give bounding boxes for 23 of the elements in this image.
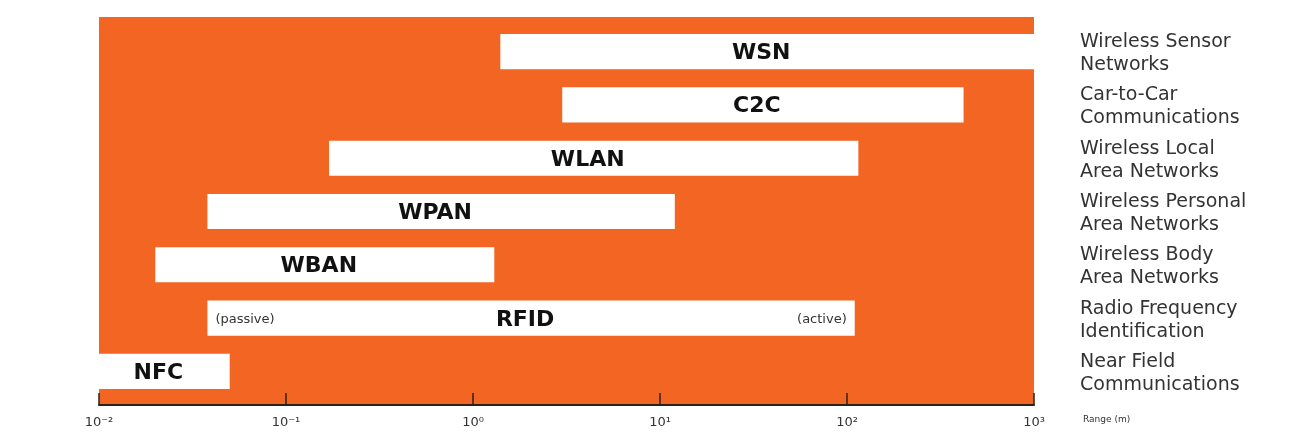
y-tick-label: Near Field Communications (1080, 348, 1240, 394)
x-tick-label: 10¹ (649, 414, 671, 429)
data-label: C2C (733, 92, 781, 118)
annotation: (active) (797, 310, 847, 326)
y-tick-label: Wireless Personal Area Networks (1080, 189, 1247, 234)
x-tick-label: 10⁻¹ (271, 414, 301, 429)
y-tick-label: Wireless Body Area Networks (1080, 242, 1219, 288)
x-tick-label: 10³ (1023, 414, 1045, 429)
x-axis-title: Range (m) (1083, 413, 1131, 424)
annotation: (passive) (215, 310, 275, 326)
y-tick-label: Wireless Local Area Networks (1080, 135, 1219, 181)
data-label: RFID (495, 305, 555, 331)
data-label: WPAN (398, 199, 473, 224)
data-label: NFC (133, 358, 184, 384)
y-tick-label: Wireless Sensor Networks (1080, 29, 1231, 75)
data-label: WBAN (280, 252, 358, 278)
y-tick-label: Radio Frequency Identification (1080, 295, 1238, 341)
data-label: WSN (731, 39, 791, 65)
data-label: WLAN (550, 145, 625, 171)
y-tick-label: Car-to-Car Communications (1080, 82, 1240, 128)
x-tick-label: 10⁰ (462, 414, 484, 429)
x-tick-label: 10² (836, 414, 858, 429)
x-tick-label: 10⁻² (84, 414, 114, 429)
